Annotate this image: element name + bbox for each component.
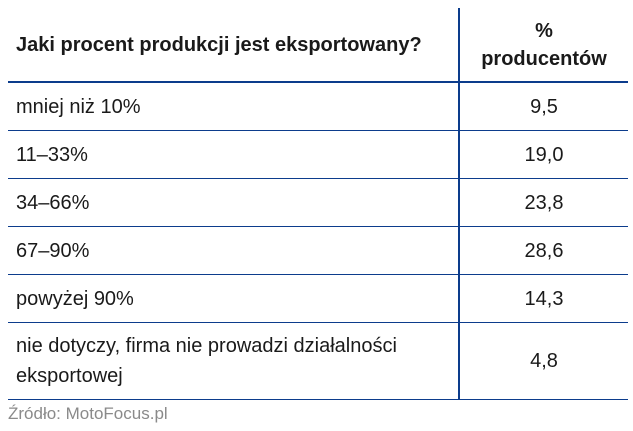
row-value: 23,8 — [524, 191, 564, 214]
row-label: 11–33% — [8, 131, 460, 178]
row-label: mniej niż 10% — [8, 83, 460, 130]
export-table: Jaki procent produkcji jest eksportowany… — [8, 8, 628, 400]
table-row: 11–33% 19,0 — [8, 131, 628, 179]
row-label: nie dotyczy, firma nie prowadzi działaln… — [8, 323, 460, 399]
header-value-line1: % — [535, 19, 553, 42]
table-row: 34–66% 23,8 — [8, 179, 628, 227]
table-row: mniej niż 10% 9,5 — [8, 83, 628, 131]
row-value: 9,5 — [530, 95, 558, 118]
table-row: powyżej 90% 14,3 — [8, 275, 628, 323]
row-label: powyżej 90% — [8, 275, 460, 322]
row-value: 19,0 — [524, 143, 564, 166]
row-label: 67–90% — [8, 227, 460, 274]
row-value: 14,3 — [524, 287, 564, 310]
source-note: Źródło: MotoFocus.pl — [8, 404, 168, 423]
table-header-row: Jaki procent produkcji jest eksportowany… — [8, 8, 628, 83]
table-row: nie dotyczy, firma nie prowadzi działaln… — [8, 323, 628, 400]
row-label: 34–66% — [8, 179, 460, 226]
row-value: 4,8 — [530, 350, 558, 372]
header-value-line2: producentów — [481, 47, 607, 70]
header-question: Jaki procent produkcji jest eksportowany… — [8, 8, 460, 81]
row-value: 28,6 — [524, 239, 564, 262]
header-value: % producentów — [460, 8, 628, 81]
table-row: 67–90% 28,6 — [8, 227, 628, 275]
